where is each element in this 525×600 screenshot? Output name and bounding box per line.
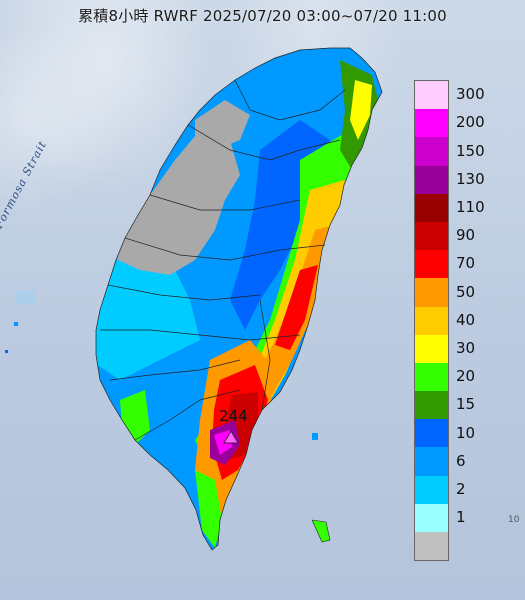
legend-label: 40: [456, 310, 476, 329]
legend-label: 130: [456, 169, 485, 188]
legend-swatch: [415, 391, 448, 420]
legend-label: 20: [456, 367, 476, 386]
legend-swatch: [415, 193, 448, 222]
west-islet-dot: [14, 322, 18, 326]
legend-label: 30: [456, 338, 476, 357]
legend-swatch: [415, 475, 448, 504]
legend-label: 10: [456, 423, 476, 442]
legend-label: 110: [456, 197, 485, 216]
legend-label: 1: [456, 508, 466, 527]
edge-mark: 10: [508, 515, 520, 525]
legend-label: 300: [456, 85, 485, 104]
legend-label: 2: [456, 479, 466, 498]
legend-swatch: [415, 278, 448, 307]
rain-zone-70mm: [275, 265, 318, 350]
legend-swatch: [415, 137, 448, 166]
rain-zone-ne-30mm: [350, 80, 372, 140]
orchid-island-dot: [312, 433, 318, 440]
legend-colorbar: [414, 80, 449, 562]
legend-swatch: [415, 165, 448, 194]
legend-label: 15: [456, 395, 476, 414]
rain-zone-south-tip: [195, 470, 222, 548]
legend-swatch: [415, 362, 448, 392]
legend-swatch: [415, 419, 448, 448]
legend-label: 50: [456, 282, 476, 301]
legend-label: 70: [456, 254, 476, 273]
legend-swatch: [415, 447, 448, 476]
legend-label: 6: [456, 451, 466, 470]
county-boundaries: [95, 47, 383, 551]
legend-swatch: [415, 109, 448, 138]
triangle-marker-icon: [223, 430, 239, 444]
legend-swatch: [415, 250, 448, 279]
legend-swatch: [415, 221, 448, 251]
map-title: 累積8小時 RWRF 2025/07/20 03:00~07/20 11:00: [78, 7, 447, 25]
max-rainfall-label: 244: [219, 407, 248, 425]
legend-swatch: [415, 532, 448, 561]
legend-label: 90: [456, 226, 476, 245]
no-rain-zone-west: [118, 130, 240, 275]
legend-swatch: [415, 306, 448, 335]
west-islet-dot-2: [5, 350, 8, 353]
legend-swatch: [415, 81, 448, 110]
legend-label: 200: [456, 113, 485, 132]
penghu-island: [16, 290, 36, 304]
legend-swatch: [415, 503, 448, 532]
legend-label: 150: [456, 141, 485, 160]
legend-swatch: [415, 334, 448, 363]
green-island: [311, 519, 331, 543]
